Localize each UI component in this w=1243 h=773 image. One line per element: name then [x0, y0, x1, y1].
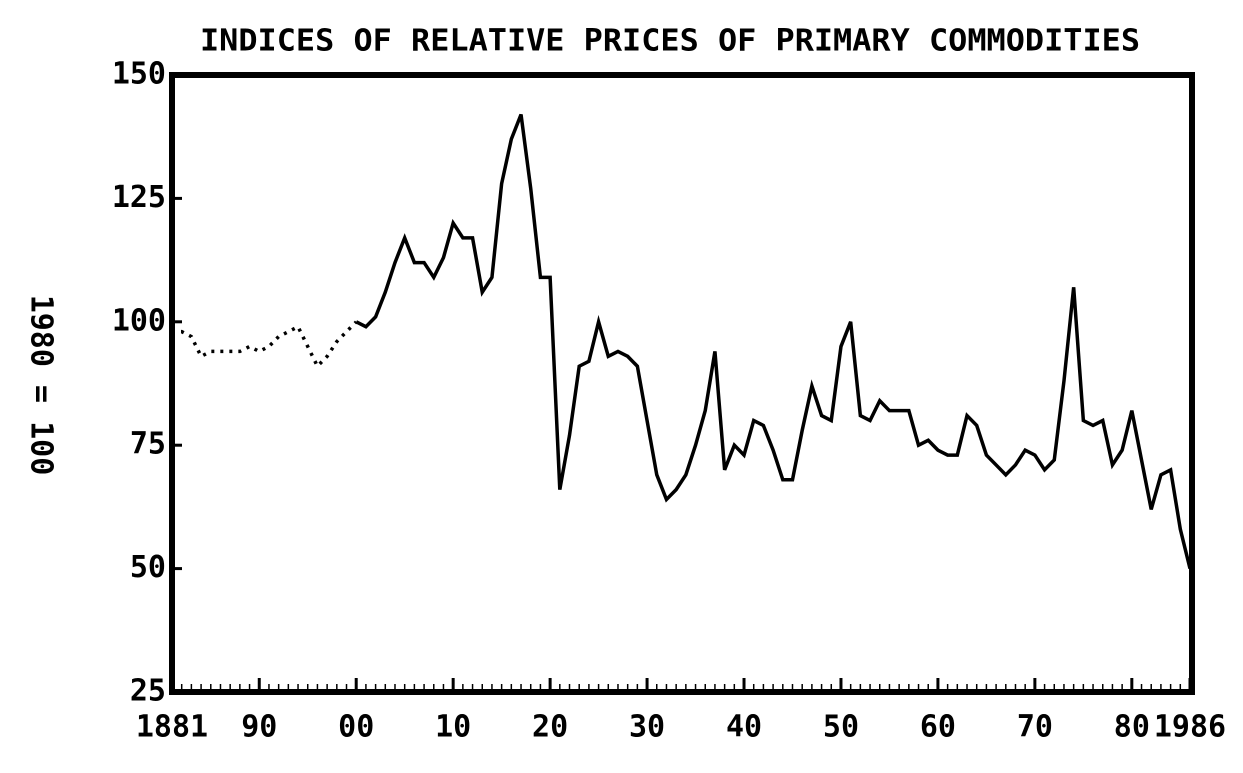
line-series: [355, 113, 1192, 570]
y-tick-label: 25: [130, 674, 166, 709]
y-tick-label: 75: [130, 427, 166, 462]
x-tick-label: 10: [435, 710, 471, 745]
x-tick-label: 50: [823, 710, 859, 745]
y-tick-label: 125: [112, 180, 166, 215]
y-tick-label: 150: [112, 57, 166, 92]
y-tick-label: 100: [112, 303, 166, 338]
x-tick-label: 70: [1017, 710, 1053, 745]
x-tick-label: 1881: [136, 710, 208, 745]
x-tick-label: 20: [532, 710, 568, 745]
x-tick-label: 80: [1114, 710, 1150, 745]
y-tick-label: 50: [130, 550, 166, 585]
x-tick-label: 90: [241, 710, 277, 745]
line-series: [172, 320, 358, 370]
x-tick-label: 60: [920, 710, 956, 745]
x-tick-label: 00: [338, 710, 374, 745]
x-tick-label: 40: [726, 710, 762, 745]
x-tick-label: 1986: [1154, 710, 1226, 745]
x-tick-label: 30: [629, 710, 665, 745]
chart-title: INDICES OF RELATIVE PRICES OF PRIMARY CO…: [200, 24, 1140, 59]
plot-frame: [169, 72, 1195, 695]
y-axis-label: 1980 = 100: [24, 295, 59, 476]
